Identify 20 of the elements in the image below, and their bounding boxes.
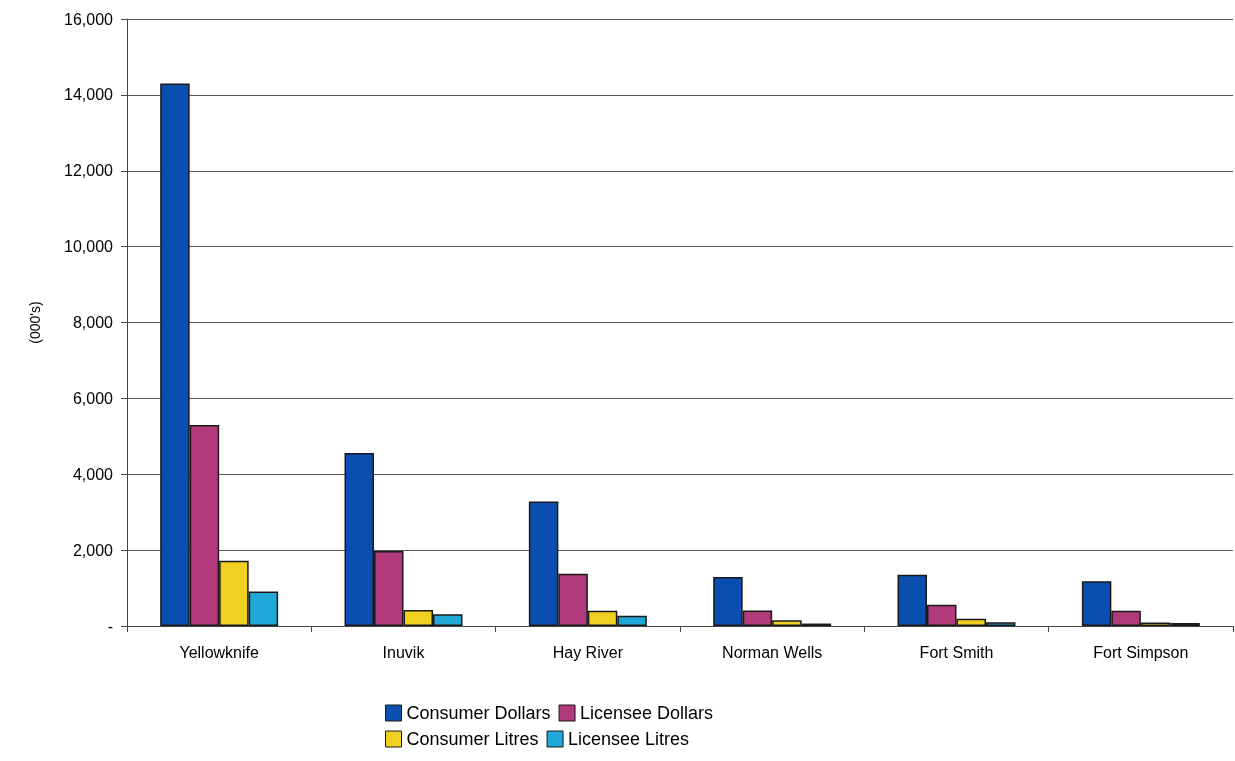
legend-label: Licensee Litres <box>568 729 690 749</box>
x-tick-label: Yellowknife <box>179 643 259 661</box>
x-tick-label: Fort Smith <box>919 643 994 661</box>
y-tick-label: 14,000 <box>64 86 114 104</box>
y-tick-label: 6,000 <box>72 389 114 407</box>
y-axis-title: (000's) <box>27 301 43 344</box>
y-tick-label: 8,000 <box>72 314 114 331</box>
y-tick-label: 4,000 <box>72 465 114 483</box>
legend-label: Licensee Dollars <box>580 703 714 723</box>
x-tick-label: Inuvik <box>382 643 426 661</box>
y-tick-label: - <box>107 617 113 635</box>
y-tick-label: 16,000 <box>64 10 114 28</box>
legend-label: Consumer Litres <box>406 729 539 749</box>
x-tick-label: Hay River <box>552 643 624 661</box>
x-tick-label: Fort Simpson <box>1093 643 1189 661</box>
y-tick-label: 10,000 <box>64 238 114 256</box>
x-tick-label: Norman Wells <box>722 643 823 661</box>
legend-label: Consumer Dollars <box>406 703 551 723</box>
y-tick-label: 2,000 <box>72 541 114 559</box>
y-tick-label: 12,000 <box>64 162 114 180</box>
